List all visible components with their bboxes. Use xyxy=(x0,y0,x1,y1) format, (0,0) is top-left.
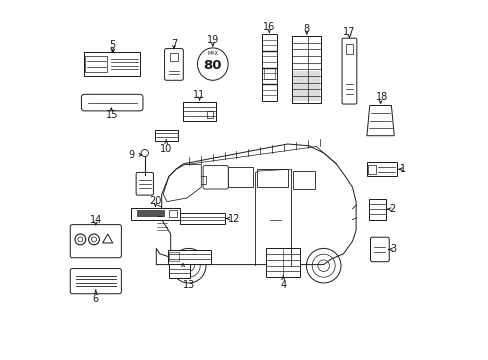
Text: 5: 5 xyxy=(109,40,115,50)
Text: 80: 80 xyxy=(203,59,222,72)
Bar xyxy=(292,36,321,103)
FancyBboxPatch shape xyxy=(70,225,121,258)
Text: 20: 20 xyxy=(149,196,161,206)
Bar xyxy=(265,248,300,277)
Text: 4: 4 xyxy=(280,280,285,290)
Text: 13: 13 xyxy=(183,280,195,290)
Text: 3: 3 xyxy=(389,244,396,255)
Bar xyxy=(263,68,275,79)
Text: 9: 9 xyxy=(128,150,134,160)
Bar xyxy=(168,250,210,264)
Bar xyxy=(293,71,320,101)
Text: 10: 10 xyxy=(160,144,172,154)
Bar xyxy=(168,264,190,278)
Bar xyxy=(168,210,177,217)
FancyBboxPatch shape xyxy=(370,237,388,262)
Text: 17: 17 xyxy=(343,27,355,37)
Bar xyxy=(261,34,276,101)
Bar xyxy=(345,44,352,54)
Bar xyxy=(136,210,165,217)
Text: 2: 2 xyxy=(388,204,394,214)
Bar xyxy=(179,213,224,224)
Bar xyxy=(366,162,397,176)
FancyBboxPatch shape xyxy=(70,269,121,294)
Bar xyxy=(131,208,179,220)
Text: 1: 1 xyxy=(400,164,406,174)
Text: 14: 14 xyxy=(89,215,102,225)
Text: 11: 11 xyxy=(193,90,205,100)
Text: 6: 6 xyxy=(93,294,99,304)
Bar xyxy=(206,111,213,118)
Bar xyxy=(228,167,253,187)
Ellipse shape xyxy=(197,48,228,80)
Bar xyxy=(367,165,375,174)
Text: 18: 18 xyxy=(375,92,387,102)
FancyBboxPatch shape xyxy=(203,166,228,189)
Bar xyxy=(183,102,215,121)
FancyBboxPatch shape xyxy=(136,172,153,195)
Bar xyxy=(169,252,179,261)
Text: 19: 19 xyxy=(206,35,219,45)
Bar xyxy=(257,169,287,187)
Text: 16: 16 xyxy=(263,22,275,32)
Bar xyxy=(84,52,140,76)
Bar xyxy=(169,53,178,61)
Text: 7: 7 xyxy=(170,39,177,49)
Bar xyxy=(154,130,178,141)
Text: 15: 15 xyxy=(106,110,118,120)
Bar xyxy=(368,199,385,220)
Bar xyxy=(85,56,107,72)
FancyBboxPatch shape xyxy=(164,49,183,80)
Text: MAX: MAX xyxy=(207,51,218,56)
Text: 12: 12 xyxy=(227,213,240,224)
Bar xyxy=(292,171,314,189)
FancyBboxPatch shape xyxy=(342,38,356,104)
Text: 8: 8 xyxy=(303,24,309,34)
FancyBboxPatch shape xyxy=(81,94,142,111)
